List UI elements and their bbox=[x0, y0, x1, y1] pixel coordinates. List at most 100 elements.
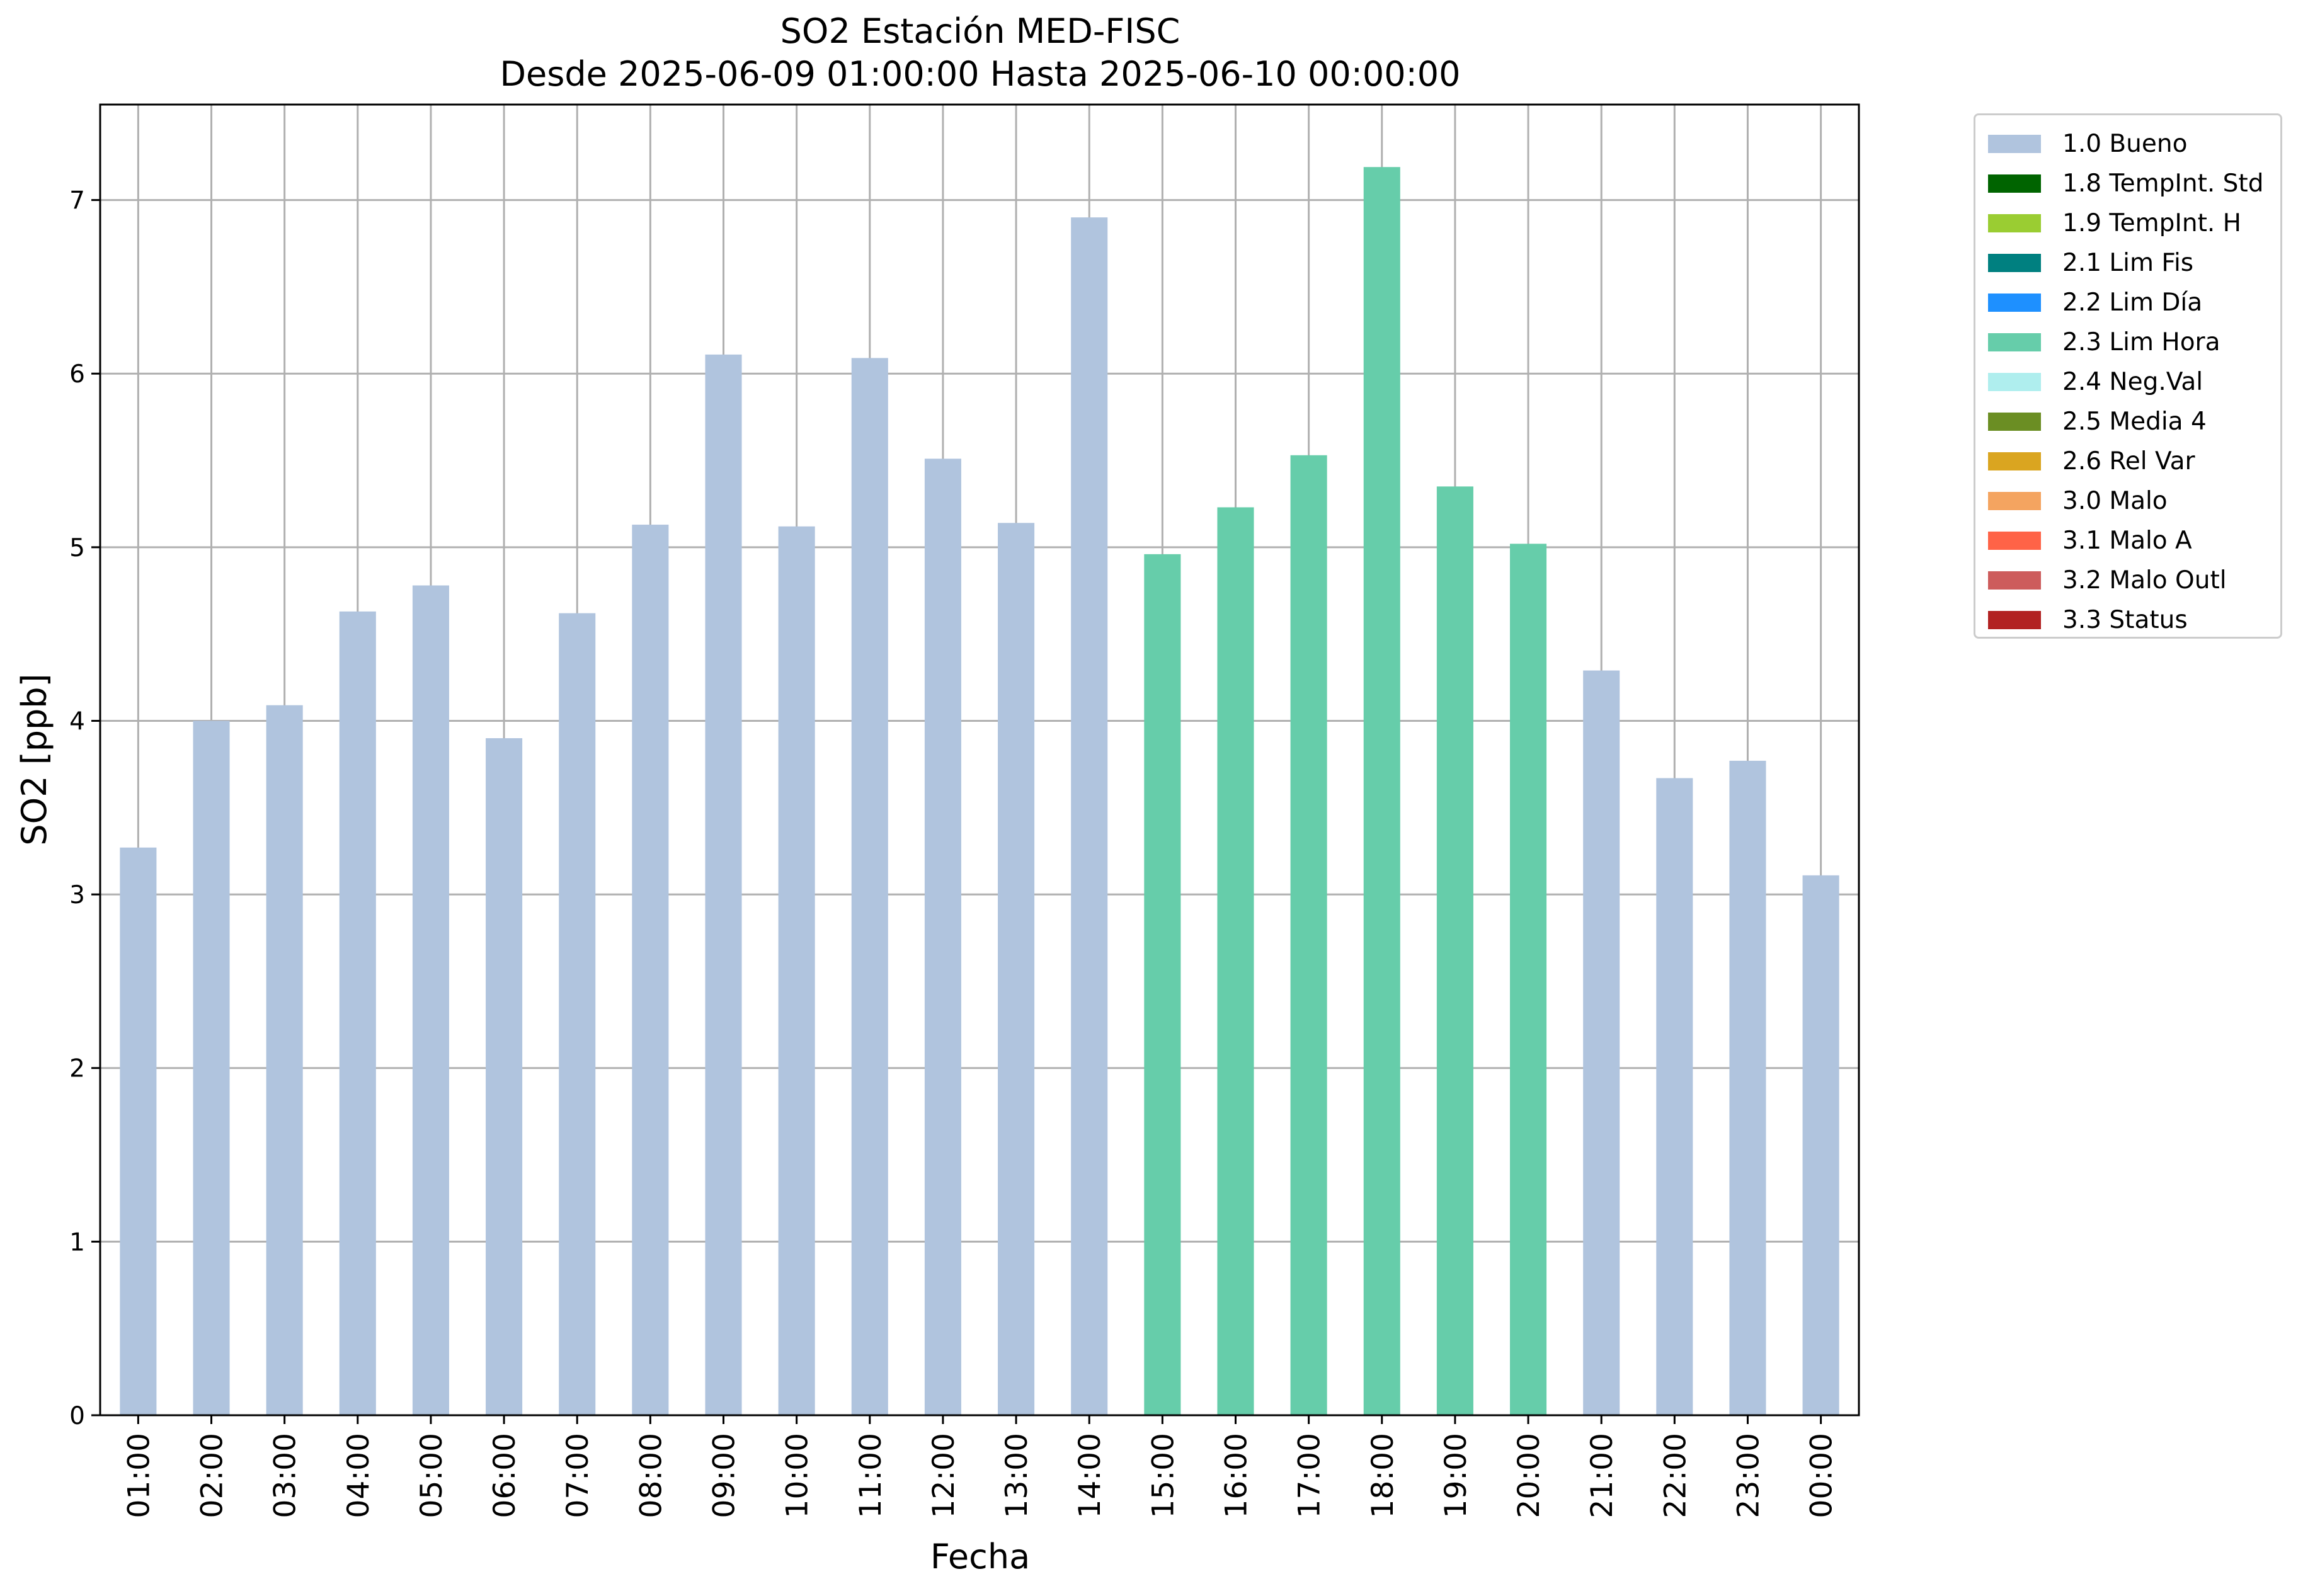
x-tick-label: 02:00 bbox=[195, 1433, 230, 1518]
bar-0900 bbox=[705, 354, 742, 1415]
bar-series bbox=[120, 167, 1839, 1416]
y-tick-label: 2 bbox=[69, 1055, 85, 1083]
legend-item: 2.1 Lim Fis bbox=[1988, 243, 2280, 283]
bar-1800 bbox=[1363, 167, 1400, 1415]
legend-swatch bbox=[1988, 135, 2041, 153]
bar-0300 bbox=[266, 705, 303, 1415]
x-tick-label: 17:00 bbox=[1293, 1433, 1327, 1518]
legend-swatch bbox=[1988, 294, 2041, 312]
bar-1300 bbox=[998, 523, 1035, 1415]
legend-item: 3.1 Malo A bbox=[1988, 521, 2280, 561]
legend-swatch bbox=[1988, 611, 2041, 629]
x-tick-label: 04:00 bbox=[341, 1433, 376, 1518]
y-tick-label: 4 bbox=[69, 707, 85, 736]
y-tick-label: 6 bbox=[69, 360, 85, 389]
x-tick-label: 21:00 bbox=[1585, 1433, 1620, 1518]
bar-1700 bbox=[1290, 455, 1327, 1415]
x-tick-label: 16:00 bbox=[1219, 1433, 1254, 1518]
x-tick-label: 18:00 bbox=[1366, 1433, 1400, 1518]
legend-swatch bbox=[1988, 373, 2041, 391]
legend-label: 3.3 Status bbox=[2062, 606, 2188, 634]
legend-swatch bbox=[1988, 174, 2041, 193]
legend-item: 2.3 Lim Hora bbox=[1988, 322, 2280, 362]
legend-swatch bbox=[1988, 532, 2041, 550]
y-tick-label: 0 bbox=[69, 1402, 85, 1430]
legend-label: 1.9 TempInt. H bbox=[2062, 209, 2241, 237]
legend-swatch bbox=[1988, 333, 2041, 351]
legend-item: 3.2 Malo Outl bbox=[1988, 561, 2280, 600]
plot-area-frame bbox=[99, 103, 1860, 1416]
x-tick-label: 12:00 bbox=[927, 1433, 961, 1518]
bar-0000 bbox=[1802, 875, 1839, 1415]
bar-1600 bbox=[1217, 507, 1254, 1415]
legend-item: 2.4 Neg.Val bbox=[1988, 362, 2280, 402]
legend-item: 1.0 Bueno bbox=[1988, 124, 2280, 164]
bar-1200 bbox=[924, 459, 961, 1415]
bar-0700 bbox=[559, 613, 596, 1415]
x-axis-label: Fecha bbox=[930, 1537, 1030, 1576]
bar-2100 bbox=[1583, 670, 1620, 1415]
legend-label: 2.3 Lim Hora bbox=[2062, 328, 2220, 356]
bar-0400 bbox=[339, 611, 376, 1415]
legend-label: 3.1 Malo A bbox=[2062, 527, 2192, 555]
x-tick-label: 13:00 bbox=[1000, 1433, 1034, 1518]
legend-swatch bbox=[1988, 254, 2041, 272]
legend: 1.0 Bueno 1.8 TempInt. Std 1.9 TempInt. H 2… bbox=[1974, 113, 2282, 639]
legend-item: 2.6 Rel Var bbox=[1988, 442, 2280, 481]
legend-item: 3.0 Malo bbox=[1988, 481, 2280, 521]
bar-1500 bbox=[1144, 554, 1181, 1416]
y-tick-label: 3 bbox=[69, 881, 85, 909]
legend-label: 2.4 Neg.Val bbox=[2062, 368, 2203, 396]
legend-label: 3.0 Malo bbox=[2062, 487, 2168, 515]
legend-swatch bbox=[1988, 452, 2041, 470]
legend-item: 3.3 Status bbox=[1988, 600, 2280, 640]
x-tick-label: 20:00 bbox=[1512, 1433, 1546, 1518]
legend-label: 2.2 Lim Día bbox=[2062, 288, 2203, 317]
bar-0800 bbox=[632, 525, 669, 1416]
x-tick-label: 09:00 bbox=[707, 1433, 742, 1518]
x-tick-label: 08:00 bbox=[634, 1433, 668, 1518]
x-tick-label: 14:00 bbox=[1073, 1433, 1107, 1518]
bar-1000 bbox=[778, 526, 815, 1415]
chart-title: SO2 Estación MED-FISC bbox=[780, 11, 1180, 51]
legend-swatch bbox=[1988, 214, 2041, 232]
x-tick-label: 03:00 bbox=[268, 1433, 303, 1518]
legend-label: 2.5 Media 4 bbox=[2062, 408, 2207, 436]
bar-2200 bbox=[1656, 778, 1693, 1415]
legend-item: 2.2 Lim Día bbox=[1988, 283, 2280, 322]
x-tick-label: 15:00 bbox=[1146, 1433, 1180, 1518]
x-tick-label: 11:00 bbox=[854, 1433, 888, 1518]
x-tick-label: 01:00 bbox=[122, 1433, 156, 1518]
x-tick-label: 23:00 bbox=[1731, 1433, 1766, 1518]
legend-label: 2.1 Lim Fis bbox=[2062, 249, 2194, 277]
x-tick-label: 07:00 bbox=[561, 1433, 595, 1518]
y-tick-label: 7 bbox=[69, 187, 85, 215]
bar-0600 bbox=[486, 738, 523, 1415]
y-tick-label: 5 bbox=[69, 534, 85, 562]
bar-0200 bbox=[193, 721, 230, 1415]
legend-label: 1.0 Bueno bbox=[2062, 130, 2188, 158]
legend-item: 1.9 TempInt. H bbox=[1988, 203, 2280, 243]
bar-1900 bbox=[1436, 486, 1473, 1416]
legend-swatch bbox=[1988, 413, 2041, 431]
legend-swatch bbox=[1988, 571, 2041, 590]
y-axis-label: SO2 [ppb] bbox=[14, 673, 54, 845]
x-tick-label: 00:00 bbox=[1805, 1433, 1839, 1518]
bar-0100 bbox=[120, 847, 157, 1415]
legend-item: 1.8 TempInt. Std bbox=[1988, 164, 2280, 203]
y-tick-label: 1 bbox=[69, 1228, 85, 1257]
x-tick-label: 10:00 bbox=[780, 1433, 815, 1518]
legend-label: 1.8 TempInt. Std bbox=[2062, 169, 2264, 198]
x-tick-label: 05:00 bbox=[414, 1433, 449, 1518]
y-axis-ticks: 0 1 2 3 4 5 6 7 bbox=[69, 187, 100, 1430]
bar-1400 bbox=[1071, 217, 1108, 1415]
legend-swatch bbox=[1988, 492, 2041, 510]
bar-2000 bbox=[1510, 544, 1547, 1415]
bar-1100 bbox=[851, 358, 888, 1416]
chart-subtitle: Desde 2025-06-09 01:00:00 Hasta 2025-06-… bbox=[500, 54, 1460, 94]
x-tick-label: 19:00 bbox=[1439, 1433, 1473, 1518]
x-axis-ticks: 01:00 02:00 03:00 04:00 05:00 06:00 07:00 08:00… bbox=[122, 1415, 1839, 1518]
x-tick-label: 06:00 bbox=[488, 1433, 522, 1518]
legend-label: 2.6 Rel Var bbox=[2062, 447, 2195, 476]
legend-label: 3.2 Malo Outl bbox=[2062, 566, 2227, 595]
